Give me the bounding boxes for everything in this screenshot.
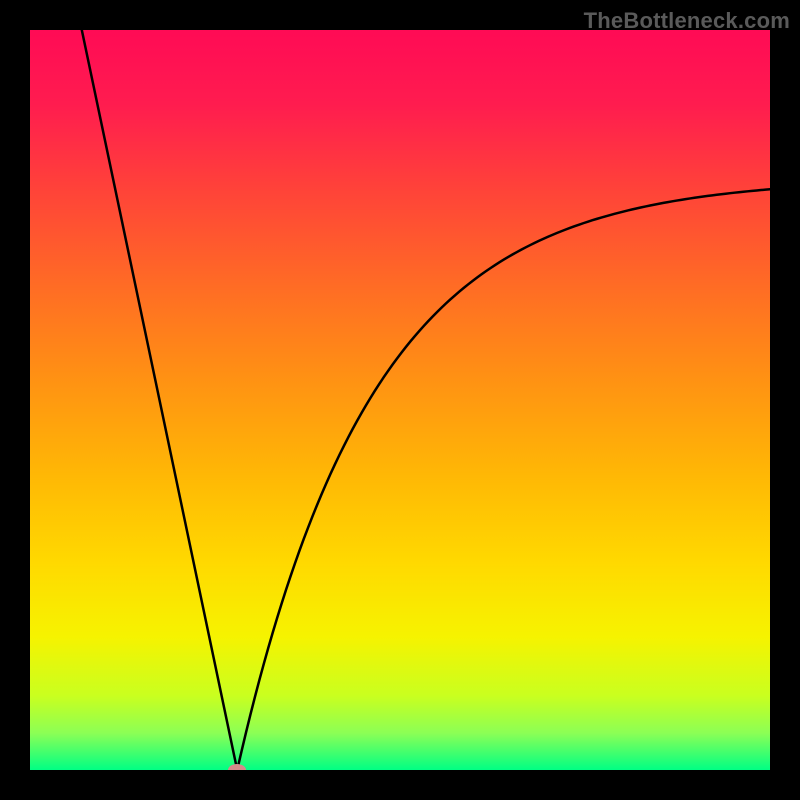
watermark-text: TheBottleneck.com <box>584 8 790 34</box>
bottleneck-curve <box>30 30 770 770</box>
plot-area <box>30 30 770 770</box>
optimum-marker <box>228 764 246 770</box>
